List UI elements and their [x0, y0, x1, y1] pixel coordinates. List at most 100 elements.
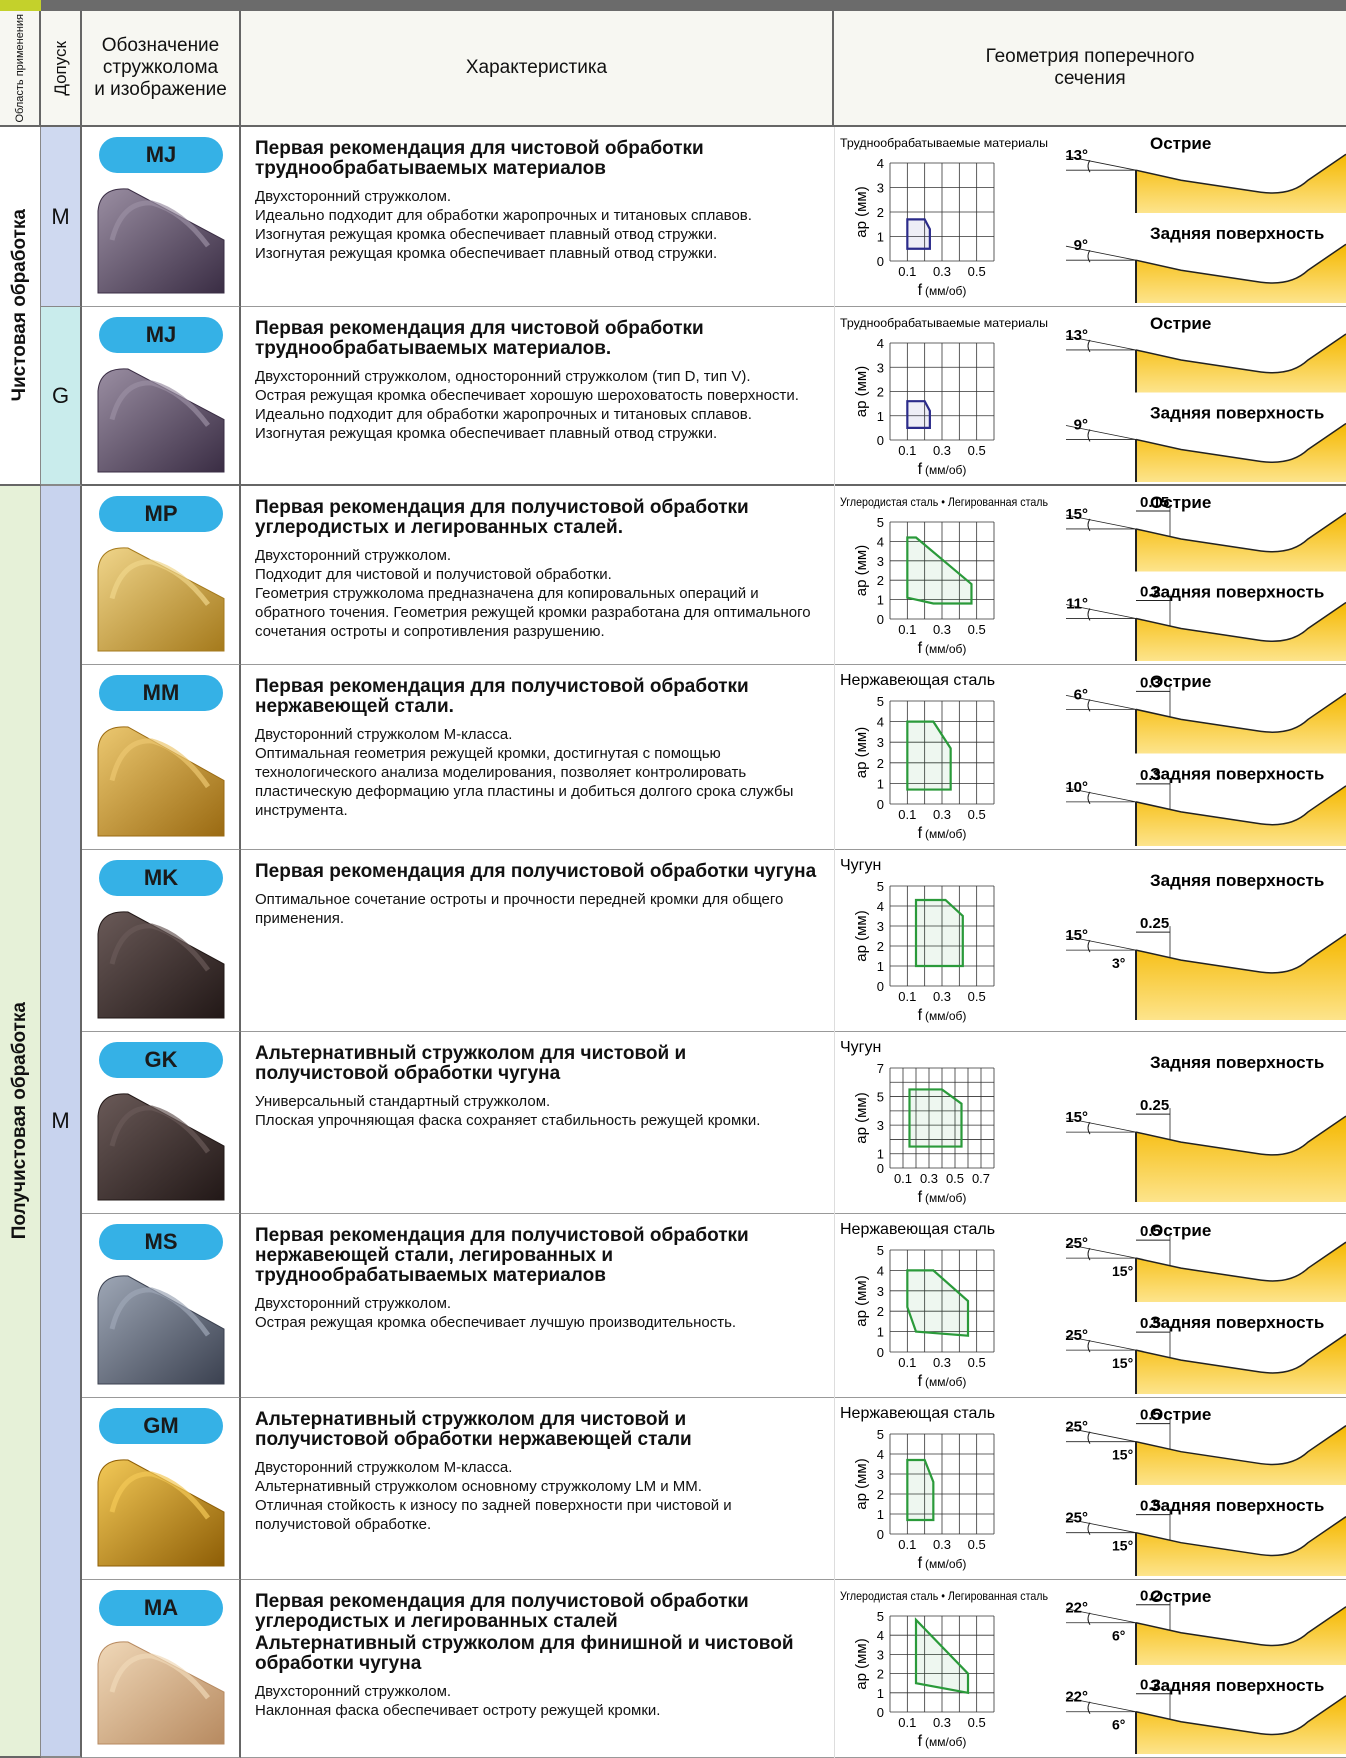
row-cell	[834, 1580, 835, 1758]
x-axis-name: f	[918, 1189, 923, 1206]
x-tick-label: 0.3	[933, 807, 951, 822]
description-title: Первая рекомендация для получистовой обр…	[255, 497, 749, 538]
description-line: Оптимальное сочетание остроты и прочност…	[255, 891, 784, 927]
operating-region	[906, 218, 931, 250]
profile-fill	[1136, 1606, 1346, 1665]
x-axis-label: f (мм/об)	[918, 282, 967, 299]
chart-material: Чугун	[840, 857, 881, 874]
y-axis-label: ap (мм)	[853, 1092, 870, 1143]
profile-fill	[1136, 785, 1346, 846]
y-axis-label: ap (мм)	[853, 1275, 870, 1326]
description-line: Универсальный стандартный стружколом.	[255, 1093, 551, 1110]
chart-material: Нержавеющая сталь	[840, 1405, 995, 1422]
y-tick-label: 5	[877, 1243, 884, 1258]
row-cell	[241, 307, 1346, 486]
profile-fill	[1136, 693, 1346, 754]
chip-image	[97, 1459, 225, 1567]
geometry-label: Острие	[1150, 1587, 1211, 1606]
x-axis-label: f (мм/об)	[918, 1373, 967, 1390]
y-tick-label: 0	[877, 1345, 884, 1360]
angle-line	[1065, 514, 1137, 530]
angle-arc	[1087, 339, 1091, 353]
profile-edge	[1135, 785, 1346, 826]
row-cell	[82, 127, 241, 307]
angle-line	[1065, 1608, 1137, 1624]
geometry-label: Задняя поверхность	[1150, 1313, 1324, 1332]
angle-arc	[1087, 1121, 1091, 1135]
angle-label: 22°	[1065, 1600, 1088, 1617]
chart-material: Нержавеющая сталь	[840, 1221, 995, 1238]
land-label: 0.2	[1140, 583, 1161, 600]
description-title: Первая рекомендация для получистовой обр…	[255, 676, 749, 717]
x-axis-label: f (мм/об)	[918, 1007, 967, 1024]
profile-fill	[1136, 333, 1346, 393]
description: Первая рекомендация для чистовой обработ…	[255, 319, 825, 443]
y-tick-label: 0	[877, 1527, 884, 1542]
chip-badge: MJ	[99, 317, 223, 353]
profile-fill	[1136, 1334, 1346, 1394]
angle-label: 25°	[1065, 1235, 1088, 1252]
description-line: Альтернативный стружколом основному стру…	[255, 1478, 702, 1495]
header-designation: и изображение	[94, 79, 227, 100]
angle-arc	[1087, 1339, 1091, 1353]
angle-line	[1065, 935, 1137, 951]
y-axis-label: ap (мм)	[853, 1638, 870, 1689]
geometry-label: Задняя поверхность	[1150, 1676, 1324, 1695]
geometry-label: Острие	[1150, 672, 1211, 691]
operating-region	[908, 1088, 963, 1148]
y-tick-label: 2	[877, 205, 884, 220]
header-cell: Допуск	[41, 11, 82, 127]
geometry-label: Острие	[1150, 493, 1211, 512]
profile-edge	[1135, 1516, 1346, 1557]
chip-shape	[97, 911, 225, 1019]
description-title: Первая рекомендация для чистовой обработ…	[255, 318, 704, 359]
description-line: Отличная стойкость к износу по задней по…	[255, 1497, 732, 1533]
y-tick-label: 5	[877, 1090, 884, 1105]
x-axis-unit: (мм/об)	[925, 1191, 966, 1205]
y-tick-label: 3	[877, 181, 884, 196]
y-tick-label: 3	[877, 919, 884, 934]
chart-material: Нержавеющая сталь	[840, 672, 995, 689]
angle-line	[1065, 335, 1137, 351]
profile-edge	[1135, 153, 1346, 194]
description-line: Изогнутая режущая кромка обеспечивает пл…	[255, 245, 718, 262]
geometry-section: Острие 13° Задняя поверхность 9°	[1065, 134, 1346, 303]
chart-material: Труднообрабатываемые материалы	[840, 316, 1048, 330]
x-axis-unit: (мм/об)	[925, 1735, 966, 1749]
y-axis-label: ap (мм)	[853, 1458, 870, 1509]
chip-badge: GK	[99, 1042, 223, 1078]
y-tick-label: 2	[877, 1667, 884, 1682]
land-label: 0.2	[1140, 1677, 1161, 1694]
geometry-label: Острие	[1150, 1221, 1211, 1240]
description-title: Первая рекомендация для получистовой обр…	[255, 861, 817, 882]
x-tick-label: 0.5	[946, 1171, 964, 1186]
chip-badge: GM	[99, 1408, 223, 1444]
angle-arc	[1087, 791, 1091, 805]
header-cell: Геометрия поперечного сечения	[834, 11, 1346, 127]
profile-edge	[1135, 1241, 1346, 1282]
x-axis-unit: (мм/об)	[925, 284, 966, 298]
chip-detail	[109, 1287, 211, 1337]
angle-label: 11°	[1066, 595, 1088, 612]
y-tick-label: 0	[877, 612, 884, 627]
row-cell	[241, 486, 1346, 665]
chip-shape	[97, 1093, 225, 1201]
geometry-section: Задняя поверхность 15° 0.25	[1065, 1053, 1346, 1202]
profile-fill	[1136, 1116, 1346, 1202]
profile-edge	[1135, 1695, 1346, 1736]
chip-image	[97, 547, 225, 652]
angle-label: 25°	[1065, 1327, 1088, 1344]
header-designation: Обозначение	[101, 35, 220, 56]
angle-label-secondary: 15°	[1112, 1263, 1133, 1279]
profile-fill	[1136, 1695, 1346, 1754]
geometry-label: Острие	[1150, 134, 1211, 153]
description: Первая рекомендация для получистовой обр…	[255, 1592, 825, 1720]
y-tick-label: 3	[877, 735, 884, 750]
y-tick-label: 0	[877, 979, 884, 994]
range-chart: Труднообрабатываемые материалы 0 1 2 3 4 0.1 0.…	[840, 316, 1048, 478]
x-tick-label: 0.5	[968, 264, 986, 279]
y-tick-label: 3	[877, 1284, 884, 1299]
x-tick-label: 0.1	[894, 1171, 912, 1186]
profile-edge	[1135, 933, 1346, 974]
